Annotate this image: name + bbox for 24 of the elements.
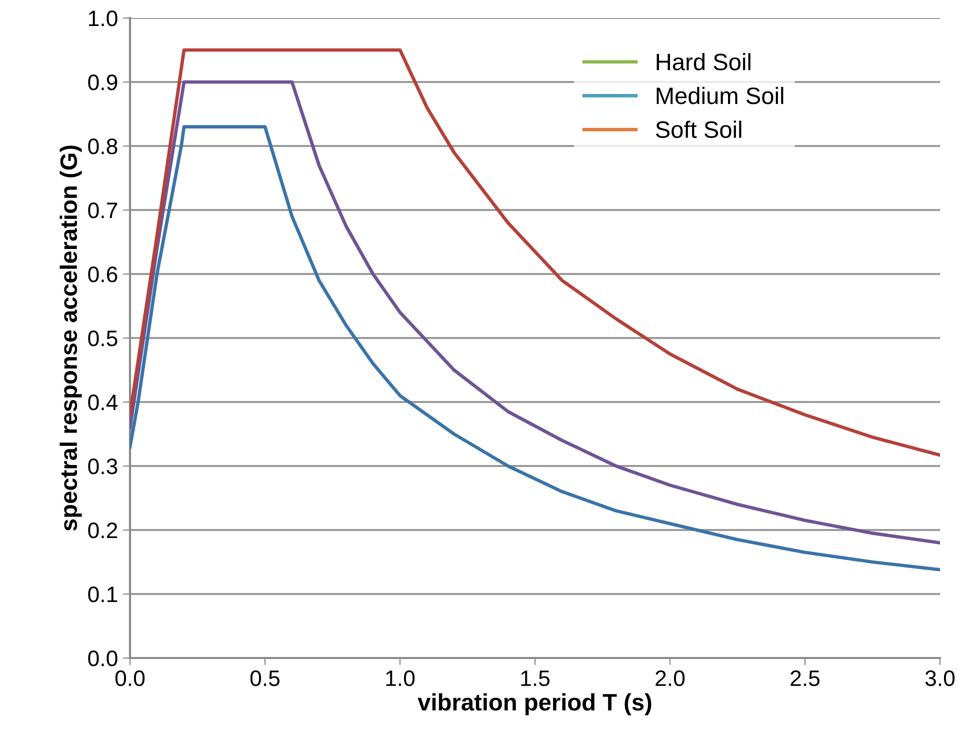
x-tick-label: 3.0 bbox=[925, 670, 955, 686]
y-tick-label: 0.5 bbox=[88, 330, 118, 346]
y-tick-label: 0.9 bbox=[88, 74, 118, 90]
x-tick-label: 2.5 bbox=[790, 670, 820, 686]
legend-label: Soft Soil bbox=[656, 120, 742, 138]
line-series bbox=[130, 48, 940, 457]
y-tick-label: 0.0 bbox=[88, 650, 118, 666]
y-tick-label: 1.0 bbox=[89, 10, 118, 26]
y-tick-label: 0.2 bbox=[88, 522, 118, 538]
x-tick-label: 1.0 bbox=[386, 670, 415, 686]
y-tick-label: 0.7 bbox=[88, 202, 118, 218]
y-axis-title: spectral response acceleration (G) bbox=[60, 146, 82, 531]
y-tick-label: 0.6 bbox=[88, 266, 118, 282]
x-tick-label: 0.5 bbox=[250, 670, 280, 686]
legend-label: Hard Soil bbox=[656, 53, 750, 70]
y-tick-label: 0.8 bbox=[88, 138, 118, 154]
x-tick-label: 0.0 bbox=[115, 670, 145, 686]
legend-label: Medium Soil bbox=[656, 86, 784, 104]
y-tick-label: 0.1 bbox=[88, 586, 118, 602]
x-axis-title: vibration period T (s) bbox=[418, 693, 652, 716]
x-tick-label: 2.0 bbox=[656, 670, 685, 686]
y-tick-label: 0.3 bbox=[88, 458, 118, 474]
y-tick-label: 0.4 bbox=[88, 394, 118, 410]
x-tick-label: 1.5 bbox=[521, 670, 550, 686]
